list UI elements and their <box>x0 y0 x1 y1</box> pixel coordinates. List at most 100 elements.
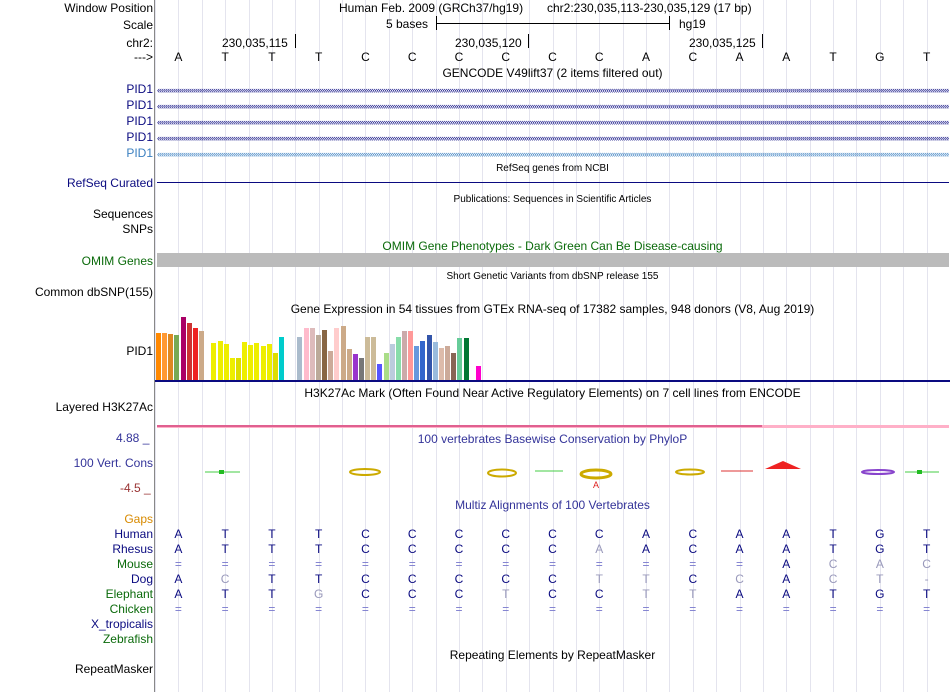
repeatmasker-label[interactable]: RepeatMasker <box>74 662 153 676</box>
gtex-tissue-bar[interactable] <box>322 330 328 380</box>
multiz-base: A <box>642 527 651 541</box>
gtex-tissue-bar[interactable] <box>328 351 334 380</box>
gtex-tissue-bar[interactable] <box>426 335 432 380</box>
gencode-item-label[interactable]: PID1 <box>126 146 153 160</box>
gtex-tissue-bar[interactable] <box>303 328 309 380</box>
gtex-tissue-bar[interactable] <box>242 342 248 380</box>
gtex-tissue-bar[interactable] <box>377 364 383 380</box>
gtex-tissue-bar[interactable] <box>168 334 174 380</box>
h3k27ac-label[interactable]: Layered H3K27Ac <box>55 400 153 414</box>
gtex-tissue-bar[interactable] <box>438 348 444 380</box>
assembly-title: Human Feb. 2009 (GRCh37/hg19) <box>339 1 524 15</box>
multiz-title[interactable]: Multiz Alignments of 100 Vertebrates <box>455 498 650 512</box>
gtex-tissue-bar[interactable] <box>475 366 481 380</box>
gtex-tissue-bar[interactable] <box>383 353 389 380</box>
gencode-transcript[interactable]: ‹‹‹‹‹‹‹‹‹‹‹‹‹‹‹‹‹‹‹‹‹‹‹‹‹‹‹‹‹‹‹‹‹‹‹‹‹‹‹‹… <box>157 117 949 126</box>
omim-feature-bar[interactable] <box>157 253 949 267</box>
dbsnp-label[interactable]: Common dbSNP(155) <box>34 285 153 299</box>
gtex-tissue-bar[interactable] <box>279 337 284 380</box>
gtex-tissue-bar[interactable] <box>451 353 457 380</box>
multiz-base: C <box>454 542 464 556</box>
gtex-tissue-bar[interactable] <box>352 354 358 380</box>
multiz-species-label[interactable]: Dog <box>130 572 153 586</box>
multiz-species-label[interactable]: Mouse <box>116 557 153 571</box>
gtex-gene-bar[interactable] <box>155 380 950 382</box>
publications-label-sequences[interactable]: Sequences <box>92 207 153 221</box>
gencode-transcript[interactable]: ‹‹‹‹‹‹‹‹‹‹‹‹‹‹‹‹‹‹‹‹‹‹‹‹‹‹‹‹‹‹‹‹‹‹‹‹‹‹‹‹… <box>157 101 949 110</box>
gencode-title[interactable]: GENCODE V49lift37 (2 items filtered out) <box>442 66 663 80</box>
gtex-tissue-bar[interactable] <box>192 328 198 380</box>
multiz-species-label[interactable]: Zebrafish <box>102 632 153 646</box>
gtex-tissue-bar[interactable] <box>395 337 401 380</box>
gtex-tissue-bar[interactable] <box>156 333 161 380</box>
gtex-tissue-bar[interactable] <box>340 326 346 380</box>
gtex-tissue-bar[interactable] <box>365 337 371 380</box>
gtex-tissue-bar[interactable] <box>309 328 315 380</box>
refseq-title[interactable]: RefSeq genes from NCBI <box>496 163 609 174</box>
multiz-species-label[interactable]: Human <box>114 527 153 541</box>
multiz-species-label[interactable]: X_tropicalis <box>90 617 153 631</box>
phylop-label[interactable]: 100 Vert. Cons <box>73 456 153 470</box>
gtex-tissue-bar[interactable] <box>420 341 426 380</box>
gtex-tissue-bar[interactable] <box>266 344 272 380</box>
gencode-transcript[interactable]: ‹‹‹‹‹‹‹‹‹‹‹‹‹‹‹‹‹‹‹‹‹‹‹‹‹‹‹‹‹‹‹‹‹‹‹‹‹‹‹‹… <box>157 85 949 94</box>
gtex-tissue-bar[interactable] <box>463 338 469 380</box>
reference-base: A <box>735 50 744 64</box>
gtex-tissue-bar[interactable] <box>229 358 235 380</box>
multiz-species-label[interactable]: Elephant <box>105 587 153 601</box>
gtex-tissue-bar[interactable] <box>162 333 168 380</box>
gtex-tissue-bar[interactable] <box>217 341 223 380</box>
gtex-tissue-bar[interactable] <box>315 335 321 380</box>
gtex-bar-chart[interactable] <box>155 316 950 380</box>
gtex-tissue-bar[interactable] <box>358 358 364 380</box>
gencode-item-label[interactable]: PID1 <box>126 98 153 112</box>
gtex-title[interactable]: Gene Expression in 54 tissues from GTEx … <box>290 302 815 316</box>
multiz-base: A <box>782 527 791 541</box>
publications-title[interactable]: Publications: Sequences in Scientific Ar… <box>453 194 652 205</box>
gtex-tissue-bar[interactable] <box>254 343 260 380</box>
gtex-tissue-bar[interactable] <box>199 331 205 380</box>
gtex-tissue-bar[interactable] <box>186 323 192 380</box>
gencode-item-label[interactable]: PID1 <box>126 114 153 128</box>
multiz-base: G <box>875 587 885 601</box>
gtex-tissue-bar[interactable] <box>211 343 217 380</box>
gtex-tissue-bar[interactable] <box>457 338 463 380</box>
publications-label-snps[interactable]: SNPs <box>122 222 153 236</box>
gtex-tissue-bar[interactable] <box>389 344 395 380</box>
gtex-tissue-bar[interactable] <box>223 344 229 380</box>
phylop-logo[interactable]: A <box>155 455 950 490</box>
omim-title[interactable]: OMIM Gene Phenotypes - Dark Green Can Be… <box>382 239 723 253</box>
multiz-species-label[interactable]: Rhesus <box>112 542 153 556</box>
gtex-tissue-bar[interactable] <box>408 331 414 380</box>
gencode-item-label[interactable]: PID1 <box>126 82 153 96</box>
repeatmasker-title[interactable]: Repeating Elements by RepeatMasker <box>449 648 656 662</box>
gencode-item-label[interactable]: PID1 <box>126 130 153 144</box>
gtex-tissue-bar[interactable] <box>445 346 451 380</box>
refseq-gene-line[interactable] <box>157 182 949 183</box>
h3k27ac-title[interactable]: H3K27Ac Mark (Often Found Near Active Re… <box>304 386 801 400</box>
omim-label[interactable]: OMIM Genes <box>81 254 153 268</box>
gtex-tissue-bar[interactable] <box>432 342 438 380</box>
multiz-base: G <box>314 587 324 601</box>
phylop-mark <box>219 470 224 474</box>
gtex-tissue-bar[interactable] <box>414 346 420 380</box>
dbsnp-title[interactable]: Short Genetic Variants from dbSNP releas… <box>446 271 659 282</box>
phylop-title[interactable]: 100 vertebrates Basewise Conservation by… <box>417 432 688 446</box>
gtex-tissue-bar[interactable] <box>334 328 340 380</box>
gtex-tissue-bar[interactable] <box>297 337 303 380</box>
gtex-tissue-bar[interactable] <box>180 317 186 380</box>
gencode-transcript[interactable]: ‹‹‹‹‹‹‹‹‹‹‹‹‹‹‹‹‹‹‹‹‹‹‹‹‹‹‹‹‹‹‹‹‹‹‹‹‹‹‹‹… <box>157 133 949 142</box>
multiz-species-label[interactable]: Chicken <box>109 602 153 616</box>
gtex-tissue-bar[interactable] <box>371 337 377 380</box>
refseq-label[interactable]: RefSeq Curated <box>66 176 153 190</box>
gencode-transcript[interactable]: ‹‹‹‹‹‹‹‹‹‹‹‹‹‹‹‹‹‹‹‹‹‹‹‹‹‹‹‹‹‹‹‹‹‹‹‹‹‹‹‹… <box>157 149 949 158</box>
gtex-tissue-bar[interactable] <box>272 353 278 380</box>
gtex-tissue-bar[interactable] <box>346 349 352 380</box>
gtex-tissue-bar[interactable] <box>260 346 266 380</box>
gtex-tissue-bar[interactable] <box>248 345 254 380</box>
gaps-label[interactable]: Gaps <box>124 512 153 526</box>
gtex-tissue-bar[interactable] <box>235 358 241 380</box>
gtex-tissue-bar[interactable] <box>174 335 180 380</box>
gtex-tissue-bar[interactable] <box>402 331 407 380</box>
gtex-label[interactable]: PID1 <box>126 344 153 358</box>
